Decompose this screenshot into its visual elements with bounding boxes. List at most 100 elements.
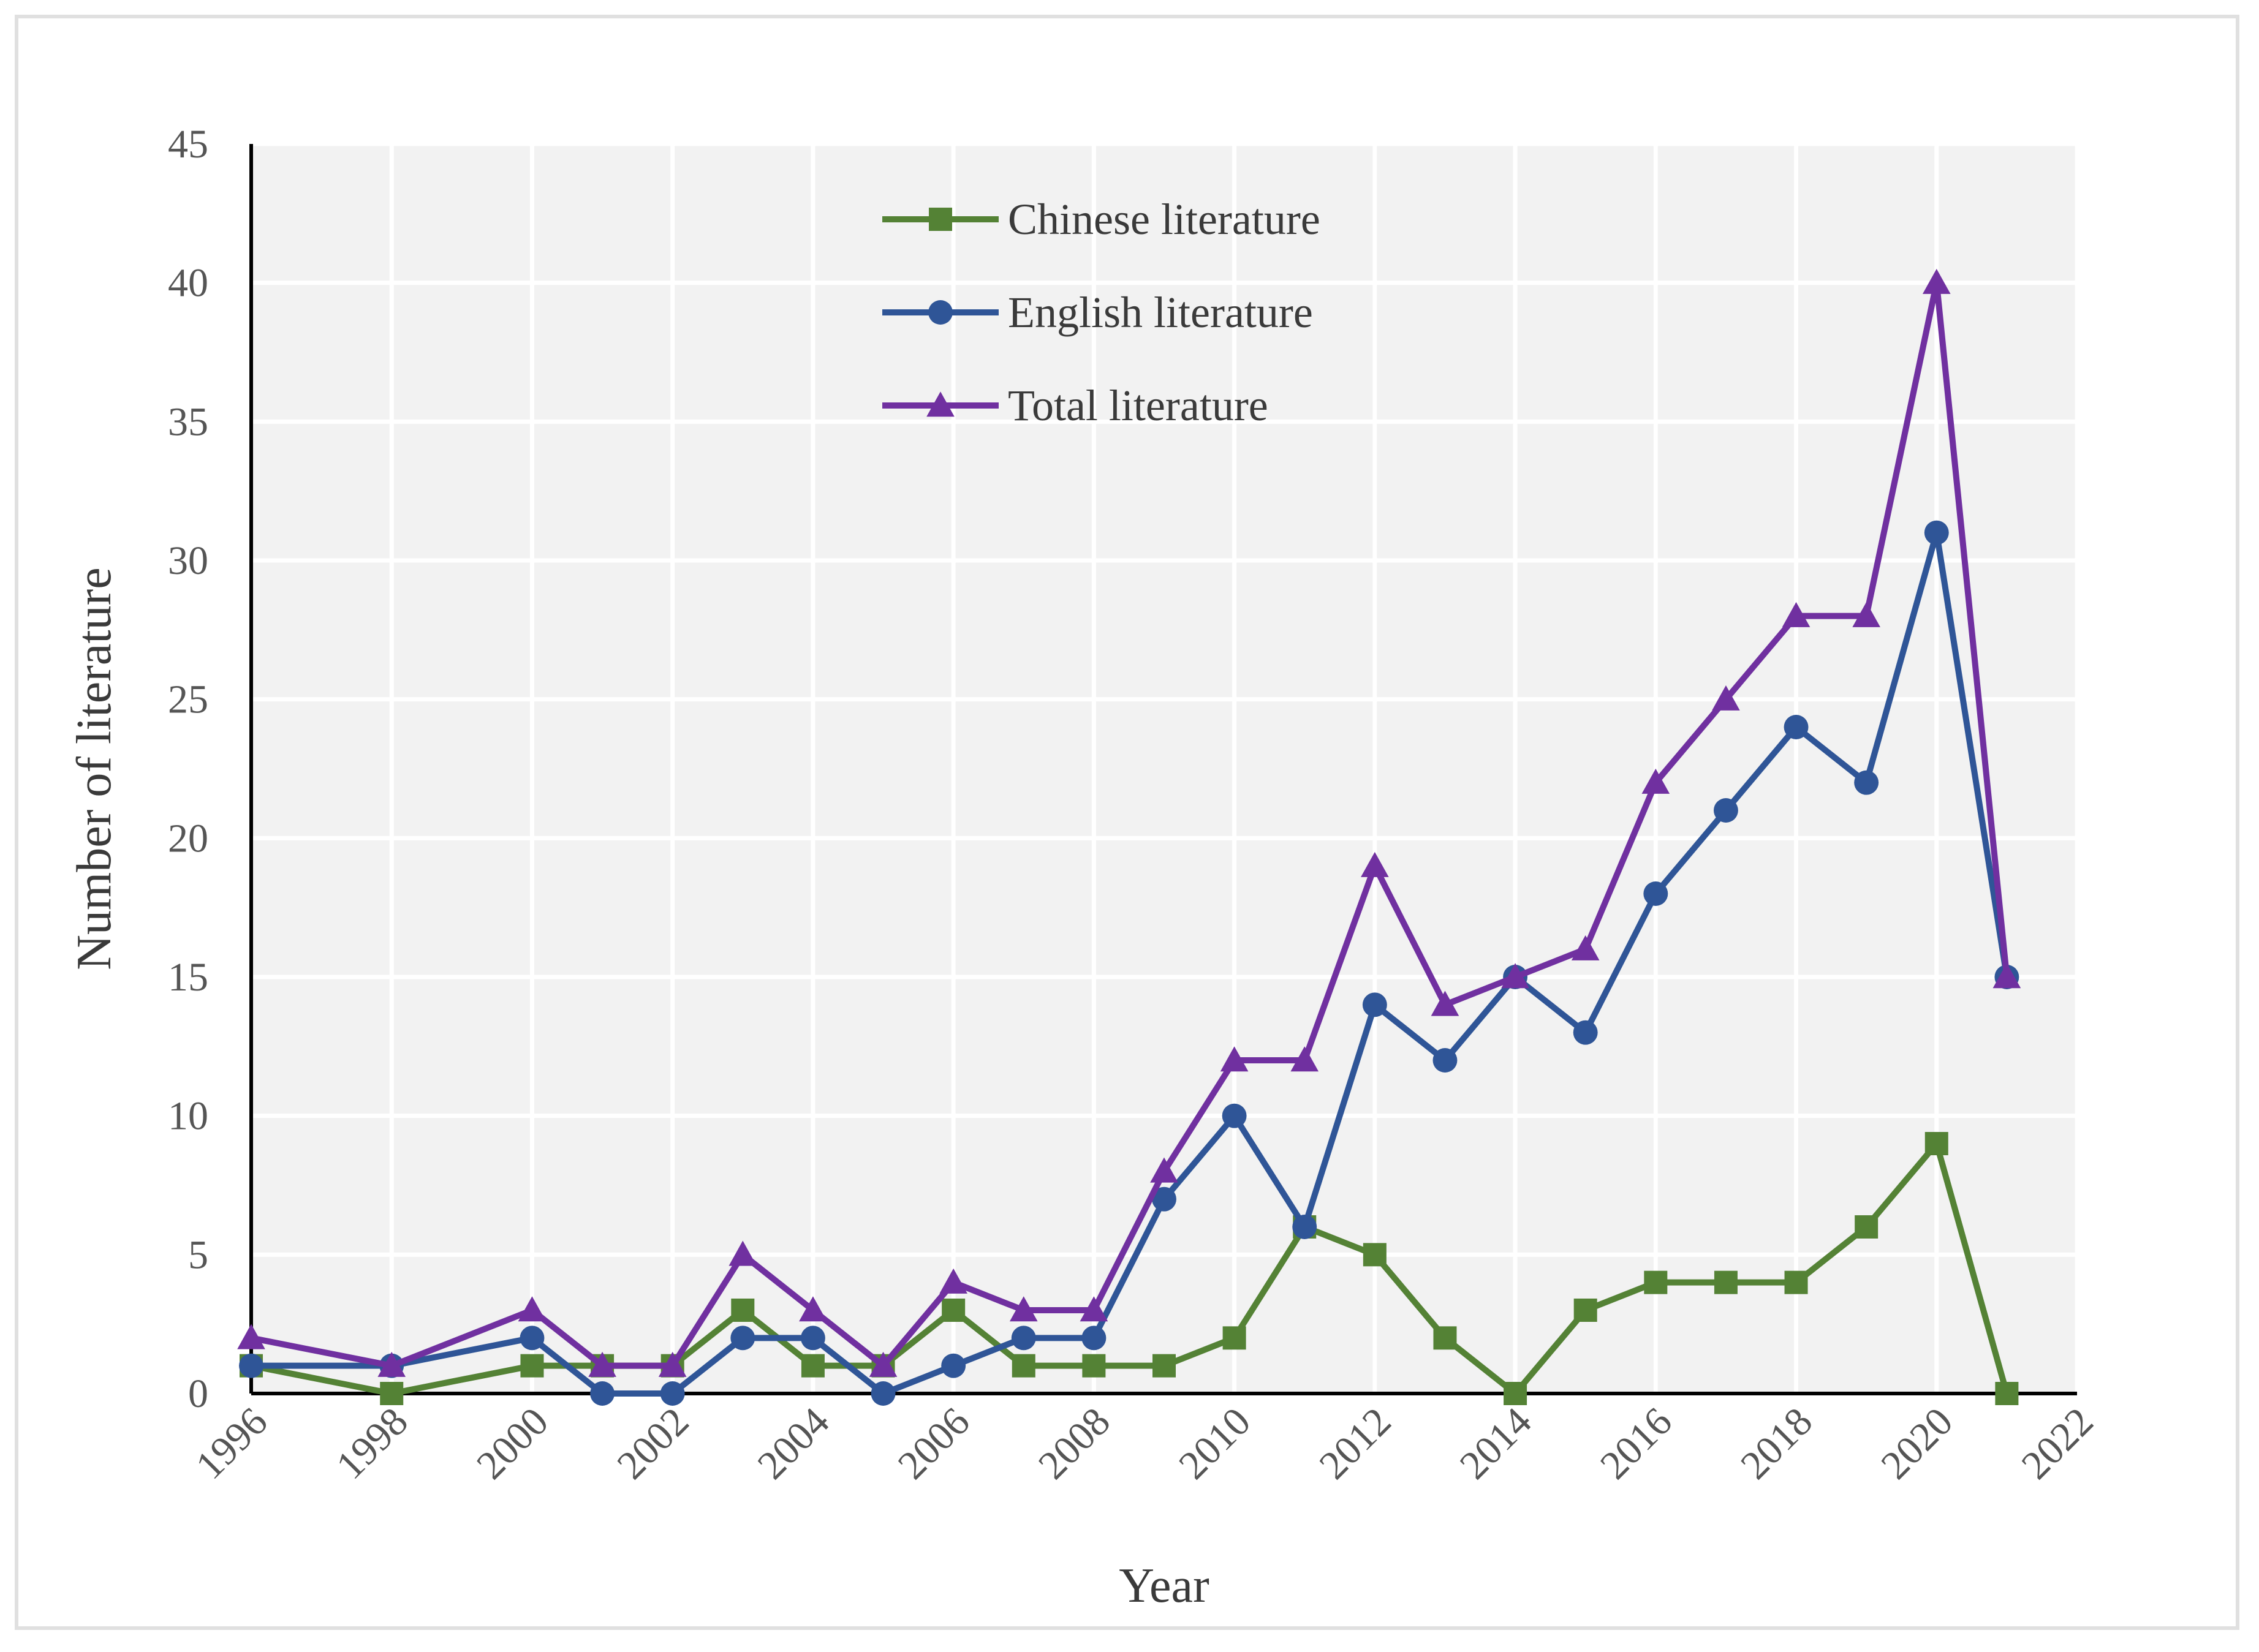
circle-marker (1713, 798, 1738, 823)
circle-marker (1292, 1215, 1317, 1239)
triangle-marker (1009, 1296, 1038, 1322)
circle-marker (520, 1326, 545, 1351)
y-tick-label: 35 (168, 399, 208, 444)
triangle-marker (1431, 990, 1459, 1016)
triangle-marker (926, 391, 955, 417)
circle-marker (1081, 1326, 1107, 1351)
x-axis-tick-labels: 1996 1998 2000 2002 2004 2006 2008 2010 2012 2014… (187, 1399, 2102, 1488)
legend-item: Chinese literature (882, 195, 1320, 244)
square-marker (1714, 1270, 1738, 1294)
triangle-marker (1641, 768, 1670, 794)
square-marker (801, 1354, 825, 1378)
y-tick-label: 0 (188, 1371, 208, 1416)
square-marker (380, 1382, 404, 1405)
triangle-marker (728, 1240, 757, 1266)
triangle-marker (1571, 935, 1600, 960)
square-marker (731, 1299, 755, 1322)
x-tick-label: 2010 (1170, 1399, 1259, 1488)
triangle-marker (1852, 602, 1880, 627)
square-marker (1433, 1326, 1457, 1350)
square-marker (1995, 1382, 2019, 1405)
triangle-marker (1501, 963, 1529, 989)
circle-marker (590, 1381, 615, 1406)
triangle-marker (1712, 685, 1740, 711)
circle-marker (1643, 881, 1668, 906)
triangle-marker (869, 1351, 898, 1377)
series-line (251, 279, 2010, 1369)
circle-marker (1011, 1326, 1036, 1351)
legend-label: Chinese literature (1008, 195, 1320, 244)
circle-marker (1573, 1020, 1598, 1045)
x-tick-label: 2006 (890, 1399, 978, 1488)
legend-label: Total literature (1008, 381, 1268, 430)
square-marker (1222, 1326, 1246, 1350)
square-marker (1855, 1215, 1879, 1239)
y-tick-label: 30 (168, 538, 208, 583)
circle-marker (1784, 715, 1809, 739)
square-marker (1924, 1132, 1948, 1155)
circle-marker (871, 1381, 896, 1406)
square-marker (1644, 1270, 1668, 1294)
x-tick-label: 2002 (608, 1399, 697, 1488)
series-circle (239, 520, 2019, 1406)
circle-marker (941, 1353, 966, 1378)
triangle-marker (588, 1351, 616, 1377)
circle-marker (1152, 1186, 1176, 1212)
x-tick-label: 2020 (1872, 1399, 1961, 1488)
square-marker (1504, 1382, 1527, 1405)
legend-item: Total literature (882, 381, 1268, 430)
x-tick-label: 2000 (468, 1399, 557, 1488)
y-tick-label: 20 (168, 816, 208, 861)
data-series (237, 268, 2021, 1406)
triangle-marker (1782, 602, 1811, 627)
x-tick-label: 2016 (1592, 1399, 1681, 1488)
y-axis-tick-labels: 0 5 10 15 20 25 30 35 40 45 (168, 122, 208, 1416)
square-marker (929, 208, 952, 231)
square-marker (1784, 1270, 1808, 1294)
square-marker (942, 1299, 966, 1322)
triangle-marker (1361, 851, 1389, 877)
series-triangle (237, 268, 2021, 1377)
y-tick-label: 15 (168, 955, 208, 1000)
plot-area (251, 144, 2077, 1394)
circle-marker (1924, 520, 1949, 545)
x-tick-label: 2008 (1030, 1399, 1119, 1488)
legend-label: English literature (1008, 288, 1313, 337)
square-marker (1363, 1243, 1387, 1267)
x-tick-label: 2012 (1311, 1399, 1399, 1488)
circle-marker (239, 1353, 263, 1378)
triangle-marker (1992, 963, 2021, 989)
x-tick-label: 2022 (2013, 1399, 2102, 1488)
circle-marker (928, 300, 953, 325)
triangle-marker (658, 1351, 687, 1377)
x-tick-label: 1998 (328, 1399, 417, 1488)
circle-marker (1222, 1103, 1247, 1128)
circle-marker (1854, 770, 1879, 795)
square-marker (1012, 1354, 1035, 1378)
square-marker (1573, 1299, 1597, 1322)
y-tick-label: 25 (168, 677, 208, 722)
square-marker (520, 1354, 544, 1378)
x-tick-label: 2004 (749, 1399, 838, 1488)
triangle-marker (799, 1296, 827, 1322)
legend-item: English literature (882, 288, 1313, 337)
circle-marker (800, 1326, 825, 1351)
circle-marker (730, 1326, 755, 1351)
triangle-marker (1150, 1157, 1178, 1183)
y-tick-label: 10 (168, 1094, 208, 1139)
square-marker (1152, 1354, 1176, 1378)
y-tick-label: 5 (188, 1232, 208, 1277)
y-tick-label: 40 (168, 261, 208, 306)
triangle-marker (377, 1351, 406, 1377)
triangle-marker (1080, 1296, 1108, 1322)
x-tick-label: 2014 (1451, 1399, 1540, 1488)
legend: Chinese literature English literature Tota… (882, 195, 1320, 430)
y-axis-title: Number of literature (67, 567, 121, 970)
gridlines (251, 141, 2079, 1394)
y-tick-label: 45 (168, 122, 208, 167)
x-axis-title: Year (1119, 1559, 1209, 1613)
axes (249, 144, 2077, 1395)
square-marker (1082, 1354, 1106, 1378)
circle-marker (1432, 1048, 1458, 1073)
